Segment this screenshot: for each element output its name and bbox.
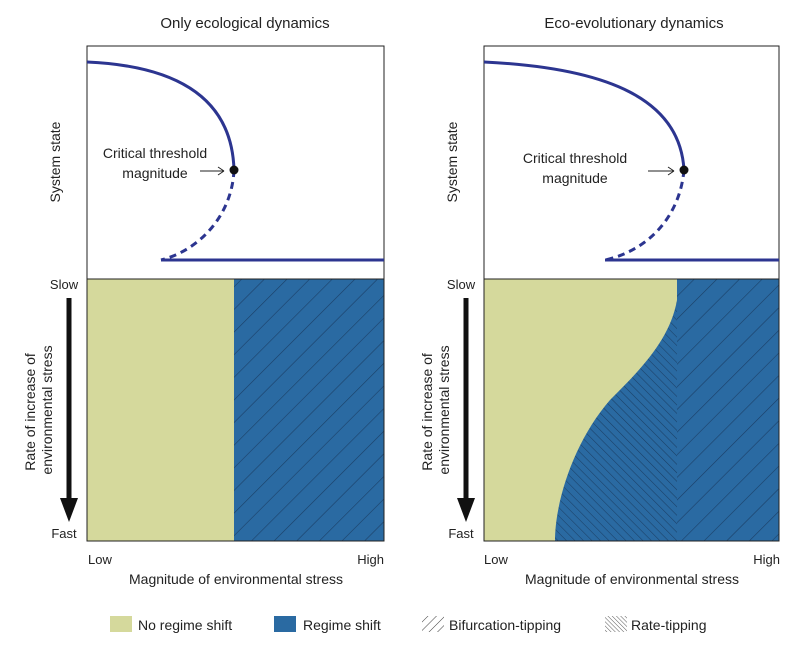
low-label: Low (484, 552, 508, 567)
critical-threshold-point (679, 165, 689, 175)
threshold-label-line2: magnitude (122, 165, 188, 181)
rate-arrowhead (457, 498, 475, 522)
threshold-arrowhead (667, 166, 675, 176)
bifurcation-tipping-hatch (234, 279, 384, 541)
stable-branch-upper (483, 60, 686, 171)
y-label-rate-line1: Rate of increase of (22, 353, 38, 471)
x-label: Magnitude of environmental stress (129, 571, 343, 587)
panel-title: Only ecological dynamics (160, 15, 329, 32)
legend-swatch-rate-tipping (605, 616, 627, 632)
legend-swatch-no-regime-shift (110, 616, 132, 632)
high-label: High (357, 552, 384, 567)
threshold-label-line1: Critical threshold (103, 145, 207, 161)
legend-swatch-regime-shift (274, 616, 296, 632)
legend-swatch-bifurcation-tipping (422, 616, 444, 632)
regime-plot-frame (86, 278, 385, 542)
legend-label-rate-tipping: Rate-tipping (631, 617, 707, 633)
state-plot-frame (86, 45, 385, 280)
critical-threshold-point (229, 165, 239, 175)
y-label-rate-line2: environmental stress (39, 345, 55, 474)
threshold-label-line2: magnitude (542, 170, 608, 186)
svg-text:Rate of increase of envi: Rate of increase of environmental stress (22, 345, 55, 474)
legend-label-bifurcation-tipping: Bifurcation-tipping (449, 617, 561, 633)
unstable-branch (160, 169, 236, 262)
panel-eco-evolutionary: Eco-evolutionary dynamics Critical thres… (419, 15, 780, 587)
no-regime-shift-region (484, 279, 677, 541)
y-label-rate-line1: Rate of increase of (419, 353, 435, 471)
threshold-arrowhead (217, 166, 225, 176)
bifurcation-tipping-hatch (677, 279, 779, 541)
rate-arrowhead (60, 498, 78, 522)
fast-label: Fast (448, 526, 474, 541)
no-regime-shift-region (87, 279, 234, 541)
y-label-rate-line2: environmental stress (436, 345, 452, 474)
panel-title: Eco-evolutionary dynamics (544, 15, 723, 32)
high-label: High (753, 552, 780, 567)
fast-label: Fast (51, 526, 77, 541)
threshold-label-line1: Critical threshold (523, 150, 627, 166)
legend-label-regime-shift: Regime shift (303, 617, 381, 633)
panel-ecological: Only ecological dynamics Critical thresh… (22, 15, 385, 587)
x-label: Magnitude of environmental stress (525, 571, 739, 587)
y-label-system-state: System state (47, 121, 63, 202)
stable-branch-upper (86, 60, 236, 171)
rate-tipping-hatch (555, 279, 677, 541)
legend: No regime shift Regime shift Bifurcation… (110, 616, 707, 633)
y-label-system-state: System state (444, 121, 460, 202)
regime-plot-frame (483, 278, 780, 542)
unstable-branch (604, 169, 686, 262)
svg-text:Rate of increase of envi: Rate of increase of environmental stress (419, 345, 452, 474)
slow-label: Slow (447, 277, 476, 292)
low-label: Low (88, 552, 112, 567)
state-plot-frame (483, 45, 780, 280)
legend-label-no-regime-shift: No regime shift (138, 617, 232, 633)
slow-label: Slow (50, 277, 79, 292)
